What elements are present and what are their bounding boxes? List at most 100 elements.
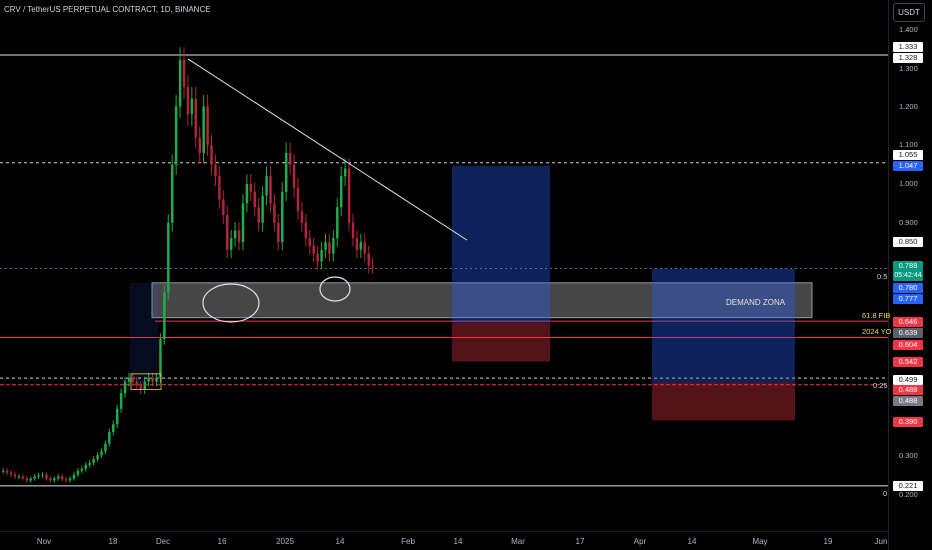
x-tick-label: Feb	[401, 537, 415, 546]
candle-body	[347, 168, 351, 223]
y-tick-label: 1.300	[899, 64, 918, 73]
candle-body	[64, 479, 68, 481]
candle-body	[257, 207, 260, 223]
candle-body	[151, 377, 154, 382]
candle-body	[135, 381, 139, 386]
price-label: 0.390	[893, 417, 923, 427]
x-tick-label: 14	[687, 537, 697, 546]
candle-body	[269, 176, 272, 204]
candle-body	[155, 377, 158, 382]
candle-body	[119, 393, 123, 409]
demand-zone-rect	[151, 282, 813, 319]
x-tick-label: 16	[217, 537, 227, 546]
fib-label-0-5: 0.5	[877, 272, 888, 281]
y-tick-label: 0.900	[899, 218, 918, 227]
x-tick-label: May	[752, 537, 768, 546]
candle-body	[123, 381, 127, 394]
candle-body	[245, 184, 249, 204]
candle-body	[308, 238, 312, 246]
candle-body	[320, 249, 323, 262]
candle-body	[2, 470, 5, 472]
candle-body	[143, 381, 146, 390]
y-tick-label: 0.300	[899, 451, 918, 460]
last-price-label: 0.788	[893, 261, 923, 271]
fib-label-0: 0	[883, 489, 888, 498]
price-label: 0.780	[893, 283, 923, 293]
candle-body	[233, 230, 237, 239]
candle-body	[339, 176, 343, 208]
price-label: 0.639	[893, 328, 923, 338]
x-tick-label: Mar	[511, 537, 525, 546]
price-label: 1.055	[893, 150, 923, 160]
candle-body	[218, 176, 221, 200]
candle-body	[371, 265, 374, 267]
y-tick-label: 0.200	[899, 490, 918, 499]
long-position-2-loss	[652, 382, 795, 421]
price-label: 1.328	[893, 53, 923, 63]
symbol-title[interactable]: CRV / TetherUS PERPETUAL CONTRACT, 1D, B…	[4, 5, 211, 14]
candle-body	[194, 98, 198, 138]
candle-body	[163, 292, 166, 339]
candle-body	[316, 253, 319, 262]
candle-body	[104, 443, 107, 452]
y-tick-label: 1.400	[899, 25, 918, 34]
long-position-2-profit	[652, 268, 795, 383]
candle-body	[198, 137, 201, 153]
candle-body	[159, 339, 162, 378]
currency-button[interactable]: USDT	[893, 3, 925, 22]
fib-range-box	[130, 373, 162, 390]
candle-body	[37, 475, 40, 477]
trendline	[187, 58, 468, 241]
price-label: 0.488	[893, 385, 923, 395]
candle-body	[170, 164, 174, 223]
candle-body	[45, 474, 48, 479]
candle-body	[214, 164, 217, 177]
candle-body	[92, 459, 95, 463]
candle-body	[202, 106, 205, 153]
candle-body	[367, 253, 370, 266]
x-tick-label: Dec	[155, 537, 171, 546]
long-position-1-profit	[452, 165, 550, 323]
price-label: 0.646	[893, 317, 923, 327]
consolidation-box	[130, 282, 158, 382]
price-label: 0.604	[893, 340, 923, 350]
candle-body	[127, 377, 131, 382]
candle-body	[5, 470, 9, 473]
x-tick-label: 14	[453, 537, 463, 546]
price-label: 0.499	[893, 375, 923, 385]
candle-body	[88, 463, 91, 465]
x-tick-label: 19	[823, 537, 833, 546]
fib-label-2024-yo: 2024 YO	[862, 327, 892, 336]
candle-body	[210, 145, 213, 165]
price-label: 0.777	[893, 294, 923, 304]
candle-body	[17, 476, 21, 478]
candle-body	[174, 106, 178, 165]
candle-body	[147, 377, 150, 382]
candle-body	[206, 106, 209, 146]
candle-body	[72, 474, 76, 479]
candle-body	[9, 472, 13, 475]
candle-body	[288, 153, 292, 165]
candle-body	[115, 408, 119, 425]
x-tick-label: Jun	[874, 537, 888, 546]
candle-body	[41, 474, 44, 476]
candle-body	[222, 199, 225, 215]
drawn-circle	[319, 276, 351, 302]
candle-body	[355, 238, 359, 250]
candle-body	[237, 230, 241, 243]
price-axis-border	[888, 0, 889, 550]
x-tick-label: 2025	[276, 537, 294, 546]
candle-body	[100, 451, 103, 456]
candle-body	[277, 222, 280, 243]
candle-body	[49, 478, 52, 481]
candle-body	[265, 176, 268, 196]
candle-body	[13, 474, 17, 477]
candle-body	[29, 478, 33, 481]
candle-body	[249, 184, 253, 192]
candle-body	[80, 468, 84, 471]
candle-body	[60, 476, 64, 480]
candle-body	[351, 222, 355, 239]
candle-body	[304, 222, 308, 239]
fib-label-61-8: 61.8 FIB	[862, 311, 891, 320]
